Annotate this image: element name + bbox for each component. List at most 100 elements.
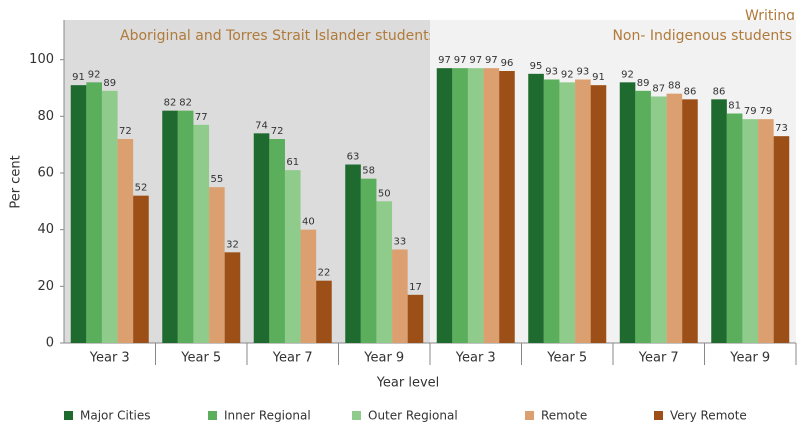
legend-swatch — [525, 411, 534, 420]
bar — [619, 82, 636, 343]
x-tick-label: Year 7 — [638, 351, 679, 366]
bar — [376, 201, 393, 343]
bar — [575, 79, 591, 343]
bar — [316, 280, 332, 343]
bar — [650, 96, 667, 343]
x-tick-label: Year 3 — [455, 351, 496, 366]
bar — [666, 93, 683, 344]
bar — [742, 119, 759, 344]
bar — [543, 79, 560, 343]
bar — [726, 113, 743, 343]
data-label: 40 — [302, 217, 315, 228]
x-tick-label: Year 7 — [272, 351, 313, 366]
data-label: 72 — [271, 126, 284, 137]
data-label: 82 — [179, 98, 192, 109]
data-label: 33 — [393, 237, 406, 248]
bar — [224, 252, 241, 343]
bar — [300, 229, 317, 343]
data-label: 92 — [561, 69, 574, 80]
data-label: 91 — [592, 72, 605, 83]
legend-label: Outer Regional — [368, 409, 458, 423]
bar — [483, 68, 500, 344]
data-label: 58 — [362, 166, 375, 177]
x-tick-label: Year 9 — [363, 351, 404, 366]
bar — [528, 73, 544, 343]
bar — [590, 85, 607, 344]
data-label: 87 — [652, 84, 665, 95]
bar — [392, 249, 408, 343]
data-label: 79 — [759, 106, 772, 117]
data-label: 96 — [501, 58, 514, 69]
data-label: 61 — [286, 157, 299, 168]
data-label: 17 — [409, 282, 422, 293]
data-label: 88 — [668, 81, 681, 92]
x-tick-label: Year 9 — [729, 351, 770, 366]
bar — [101, 90, 118, 343]
bar — [559, 82, 576, 343]
data-label: 52 — [135, 183, 148, 194]
panel-label: Aboriginal and Torres Strait Islander st… — [120, 28, 436, 44]
bar — [253, 133, 270, 343]
bar — [758, 119, 774, 344]
bar — [209, 187, 225, 343]
data-label: 55 — [210, 174, 223, 185]
y-tick-label: 60 — [37, 166, 54, 181]
y-tick-label: 40 — [37, 222, 54, 237]
legend-swatch — [352, 411, 361, 420]
data-label: 73 — [775, 123, 788, 134]
bar — [467, 68, 484, 344]
data-label: 97 — [438, 55, 451, 66]
bar — [345, 164, 361, 343]
legend-swatch — [64, 411, 73, 420]
bar — [193, 124, 210, 343]
data-label: 77 — [195, 112, 208, 123]
data-label: 97 — [469, 55, 482, 66]
data-label: 86 — [684, 86, 697, 97]
legend-swatch — [208, 411, 217, 420]
bar — [711, 99, 727, 343]
data-label: 22 — [318, 268, 331, 279]
y-tick-label: 80 — [37, 109, 54, 124]
data-label: 79 — [744, 106, 757, 117]
bar — [162, 110, 178, 344]
data-label: 74 — [255, 120, 268, 131]
legend-label: Inner Regional — [224, 409, 311, 423]
data-label: 91 — [72, 72, 85, 83]
data-label: 89 — [103, 78, 116, 89]
bar — [635, 90, 651, 343]
data-label: 63 — [347, 152, 360, 163]
bar — [86, 82, 102, 343]
data-label: 93 — [545, 67, 558, 78]
bar — [499, 71, 515, 343]
data-label: 92 — [88, 69, 101, 80]
panel-label: Non- Indigenous students — [612, 28, 792, 44]
y-tick-label: 100 — [29, 52, 54, 67]
bar — [773, 136, 790, 343]
data-label: 82 — [164, 98, 177, 109]
bar — [452, 68, 468, 344]
data-label: 81 — [728, 101, 741, 112]
x-axis-label: Year level — [376, 376, 440, 391]
data-label: 95 — [530, 61, 543, 72]
data-label: 97 — [485, 55, 498, 66]
data-label: 32 — [226, 239, 239, 250]
data-label: 93 — [576, 67, 589, 78]
data-label: 50 — [378, 188, 391, 199]
data-label: 97 — [454, 55, 467, 66]
data-label: 72 — [119, 126, 132, 137]
legend-label: Very Remote — [670, 409, 747, 423]
bar — [436, 68, 453, 344]
bar — [117, 139, 134, 343]
bar — [70, 85, 87, 344]
y-tick-label: 20 — [37, 279, 54, 294]
bar — [269, 139, 285, 343]
x-tick-label: Year 3 — [89, 351, 130, 366]
y-tick-label: 0 — [46, 336, 54, 351]
x-tick-label: Year 5 — [180, 351, 221, 366]
data-label: 86 — [713, 86, 726, 97]
legend-label: Remote — [541, 409, 587, 423]
bar — [360, 178, 377, 343]
legend-label: Major Cities — [80, 409, 151, 423]
bar — [133, 195, 149, 343]
